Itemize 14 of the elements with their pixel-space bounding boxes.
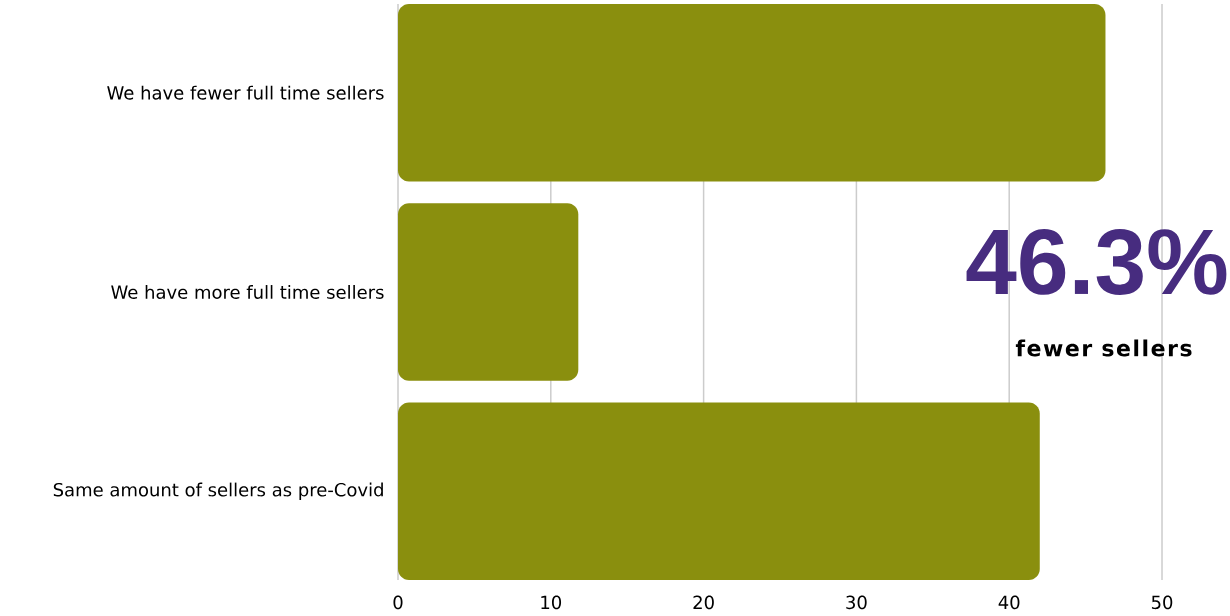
x-tick-label: 50	[1151, 595, 1173, 610]
annotation: 46.3%	[966, 229, 1227, 295]
x-tick-label: 0	[393, 595, 403, 610]
x-tick-label: 20	[693, 595, 714, 610]
bar	[398, 4, 1106, 182]
bar	[398, 203, 579, 381]
x-tick-label: 40	[998, 595, 1020, 610]
y-tick-label: Same amount of sellers as pre-Covid	[53, 482, 383, 501]
y-tick-label: We have more full time sellers	[111, 285, 384, 299]
y-tick-label: We have fewer full time sellers	[107, 85, 384, 100]
annotation: fewer sellers	[1015, 339, 1192, 357]
x-tick-label: 10	[541, 595, 562, 610]
x-tick-label: 30	[846, 595, 867, 610]
bar	[398, 402, 1040, 581]
